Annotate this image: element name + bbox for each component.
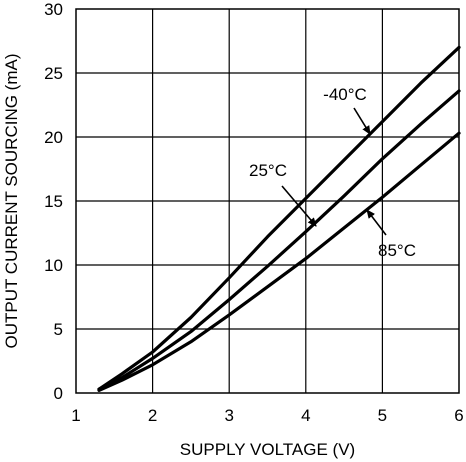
x-tick-label: 5	[378, 406, 387, 425]
x-tick-label: 2	[148, 406, 157, 425]
annotation-layer: -40°C 25°C 85°C	[249, 85, 416, 260]
x-tick-label: 1	[71, 406, 80, 425]
y-tick-label: 25	[44, 64, 63, 83]
annotation-arrow	[366, 209, 387, 236]
y-tick-label: 30	[44, 0, 63, 19]
x-tick-label: 4	[301, 406, 310, 425]
y-tick-label: 20	[44, 128, 63, 147]
grid	[76, 9, 459, 393]
series-layer	[97, 45, 461, 392]
series-line	[97, 131, 461, 392]
y-tick-label: 0	[54, 384, 63, 403]
plot-frame	[75, 8, 460, 394]
y-tick-labels: 0 5 10 15 20 25 30	[44, 0, 63, 403]
series-line	[97, 89, 461, 391]
series-annotation-label: 85°C	[378, 241, 416, 260]
x-tick-label: 3	[224, 406, 233, 425]
annotation-arrow	[281, 185, 317, 227]
x-tick-labels: 1 2 3 4 5 6	[71, 406, 463, 425]
y-tick-label: 5	[54, 320, 63, 339]
y-axis-label: OUTPUT CURRENT SOURCING (mA)	[2, 54, 21, 349]
y-tick-label: 10	[44, 256, 63, 275]
series-line	[97, 45, 461, 391]
series-annotation-label: -40°C	[323, 85, 367, 104]
x-axis-label: SUPPLY VOLTAGE (V)	[180, 440, 355, 459]
series-annotation-label: 25°C	[249, 161, 287, 180]
annotation-arrow	[353, 107, 371, 135]
y-tick-label: 15	[44, 192, 63, 211]
x-tick-label: 6	[454, 406, 463, 425]
